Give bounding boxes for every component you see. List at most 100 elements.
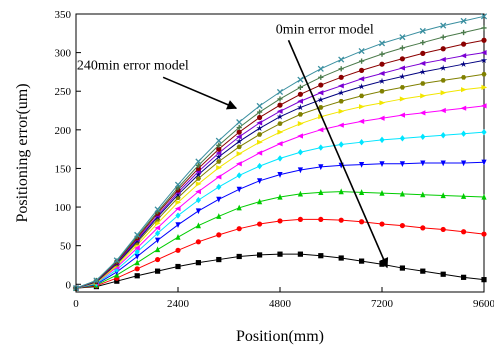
data-point [399,96,406,102]
data-point [338,141,344,148]
data-point [399,85,405,90]
data-point [175,247,181,253]
data-point [359,219,365,225]
data-point [399,161,405,168]
data-point [277,172,283,178]
series [72,103,487,291]
data-point [440,90,447,96]
data-point [359,93,365,99]
data-point [379,51,385,57]
data-point [174,206,181,212]
data-point [461,193,467,199]
data-point [318,253,324,259]
data-point [420,225,426,231]
x-axis-title: Position(mm) [236,328,324,345]
data-point [277,96,283,102]
data-point [440,56,446,63]
data-point [480,103,487,109]
data-point [420,93,426,99]
data-point [257,139,263,145]
data-point [378,115,385,121]
data-point [338,122,344,128]
data-point [440,271,446,277]
data-point [236,119,243,126]
data-point [440,226,446,233]
data-point [276,141,283,147]
data-point [460,105,467,111]
data-point [419,110,426,116]
data-point [236,186,242,193]
data-point [420,39,426,46]
x-tick-label: 7200 [371,298,394,310]
data-point [440,132,446,139]
data-point [399,112,405,118]
data-point [440,34,446,40]
data-point [195,158,202,165]
data-point [359,189,365,195]
data-point [297,121,304,127]
data-point [358,83,365,90]
data-point [236,124,242,131]
data-point [460,53,467,59]
data-point [338,108,345,114]
data-point [236,253,242,260]
data-point [338,66,344,72]
data-point [155,220,161,226]
data-point [276,113,284,120]
data-point [276,88,284,96]
data-point [317,90,324,96]
data-point [480,50,487,56]
data-point [297,149,303,156]
data-point [481,231,487,237]
data-point [440,192,446,199]
data-point [134,248,140,256]
data-point [195,208,201,215]
data-point [358,118,365,124]
data-point [378,77,386,84]
data-point [440,160,446,167]
data-point [277,251,283,257]
data-point [481,71,487,77]
data-point [256,120,263,126]
series [73,25,487,291]
data-point [155,268,161,274]
data-point [480,13,488,20]
y-tick-label: 350 [55,9,72,21]
y-tick-label: 250 [55,86,72,98]
data-point [297,112,303,117]
data-point [338,188,344,195]
data-point [399,73,406,80]
data-point [338,74,344,80]
data-point [215,150,222,156]
annotation-layer: 0min error model 240min error model [77,22,389,269]
data-point [134,259,140,266]
data-point [93,277,100,284]
data-point [399,34,406,41]
data-point [379,100,386,106]
data-point [257,198,263,205]
y-tick-label: 100 [55,202,72,214]
data-point [338,217,344,223]
data-point [318,74,324,80]
data-point [481,277,487,283]
data-point [420,81,426,86]
data-point [195,171,202,178]
data-point [134,231,141,238]
data-point [338,83,344,89]
data-point [195,162,201,168]
data-point [318,189,324,195]
data-point [481,193,487,200]
data-point [257,114,263,121]
data-point [359,58,365,64]
data-point [276,108,283,114]
data-point [216,142,222,148]
data-point [175,212,181,219]
data-point [236,161,242,167]
data-point [439,64,447,71]
data-point [216,165,222,171]
data-point [359,138,365,146]
data-point [134,266,140,272]
data-point [175,185,181,191]
data-point [460,17,467,25]
series-layer [72,13,488,292]
